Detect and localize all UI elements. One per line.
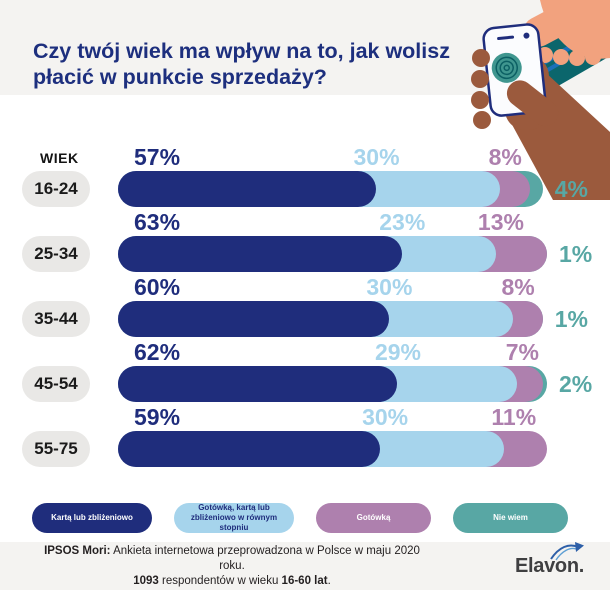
chart-row: 45-54 62% 29% 7% 2% [0, 339, 610, 405]
bar-value-label: 8% [488, 144, 522, 170]
elavon-logo: Elavon. [514, 541, 588, 578]
stacked-bar: 60% 30% 8% 1% [118, 274, 593, 337]
bar-value-label: 30% [353, 144, 400, 170]
stacked-bar: 63% 23% 13% 1% [118, 209, 593, 272]
bar-value-label: 2% [559, 371, 593, 397]
bar-value-label: 4% [554, 176, 588, 202]
age-group-pill: 35-44 [22, 301, 90, 337]
bar-segment [118, 366, 398, 402]
age-group-pill: 25-34 [22, 236, 90, 272]
legend-pill: Gotówką, kartą lub zbliżeniowo w równym … [174, 503, 294, 533]
thumb [506, 80, 559, 127]
footer: IPSOS Mori: Ankieta internetowa przeprow… [0, 541, 610, 590]
bar-value-label: 1% [559, 241, 593, 267]
page-title-line1: Czy twój wiek ma wpływ na to, jak wolisz [33, 39, 450, 64]
source-line1: IPSOS Mori: Ankieta internetowa przeprow… [44, 544, 420, 572]
source-note: IPSOS Mori: Ankieta internetowa przeprow… [36, 544, 428, 589]
age-group-pill: 16-24 [22, 171, 90, 207]
bar-value-label: 8% [501, 274, 535, 300]
bar-segment [118, 171, 377, 207]
elavon-wordmark: Elavon. [514, 554, 584, 577]
bar-segment [118, 301, 389, 337]
bar-value-label: 60% [134, 274, 181, 300]
legend-pill: Gotówką [316, 503, 431, 533]
chart-row: 25-34 63% 23% 13% 1% [0, 209, 610, 275]
chart-row: 16-24 57% 30% 8% 4% [0, 144, 610, 210]
axis-label-wiek: WIEK [40, 150, 79, 166]
page-title-line2: płacić w punkcie sprzedaży? [33, 65, 327, 90]
age-group-pill: 55-75 [22, 431, 90, 467]
bar-value-label: 29% [374, 339, 421, 365]
bar-value-label: 63% [134, 209, 181, 235]
bar-value-label: 30% [366, 274, 413, 300]
bar-value-label: 30% [362, 404, 409, 430]
bar-value-label: 57% [134, 144, 181, 170]
payment-illustration [471, 0, 610, 200]
bar-value-label: 1% [554, 306, 588, 332]
bar-chart: 16-24 57% 30% 8% 4% 25-34 63% 23% 13% 1% 35-44 60% 3… [0, 144, 610, 470]
legend: Kartą lub zbliżeniowo Gotówką, kartą lub … [0, 503, 610, 533]
chart-row: 35-44 60% 30% 8% 1% [0, 274, 610, 340]
fingers [471, 49, 491, 129]
bar-segment [118, 236, 402, 272]
fingerprint-icon [491, 52, 522, 83]
age-group-pill: 45-54 [22, 366, 90, 402]
source-name: IPSOS Mori: [44, 544, 111, 557]
bar-value-label: 59% [134, 404, 181, 430]
bar-value-label: 23% [379, 209, 426, 235]
elavon-swoosh-icon [550, 541, 584, 560]
bar-segment [118, 431, 381, 467]
legend-pill: Nie wiem [453, 503, 568, 533]
bar-value-label: 11% [491, 404, 537, 430]
page-title: Czy twój wiek ma wpływ na to, jak wolisz… [33, 38, 463, 90]
legend-pill: Kartą lub zbliżeniowo [32, 503, 152, 533]
bar-value-label: 13% [477, 209, 524, 235]
source-line2: 1093 respondentów w wieku 16-60 lat. [133, 574, 331, 587]
chart-row: 55-75 59% 30% 11% [0, 404, 610, 470]
stacked-bar: 57% 30% 8% 4% [118, 144, 593, 207]
bar-value-label: 7% [505, 339, 539, 365]
bar-value-label: 62% [134, 339, 181, 365]
stacked-bar: 59% 30% 11% [118, 404, 593, 467]
stacked-bar: 62% 29% 7% 2% [118, 339, 593, 402]
